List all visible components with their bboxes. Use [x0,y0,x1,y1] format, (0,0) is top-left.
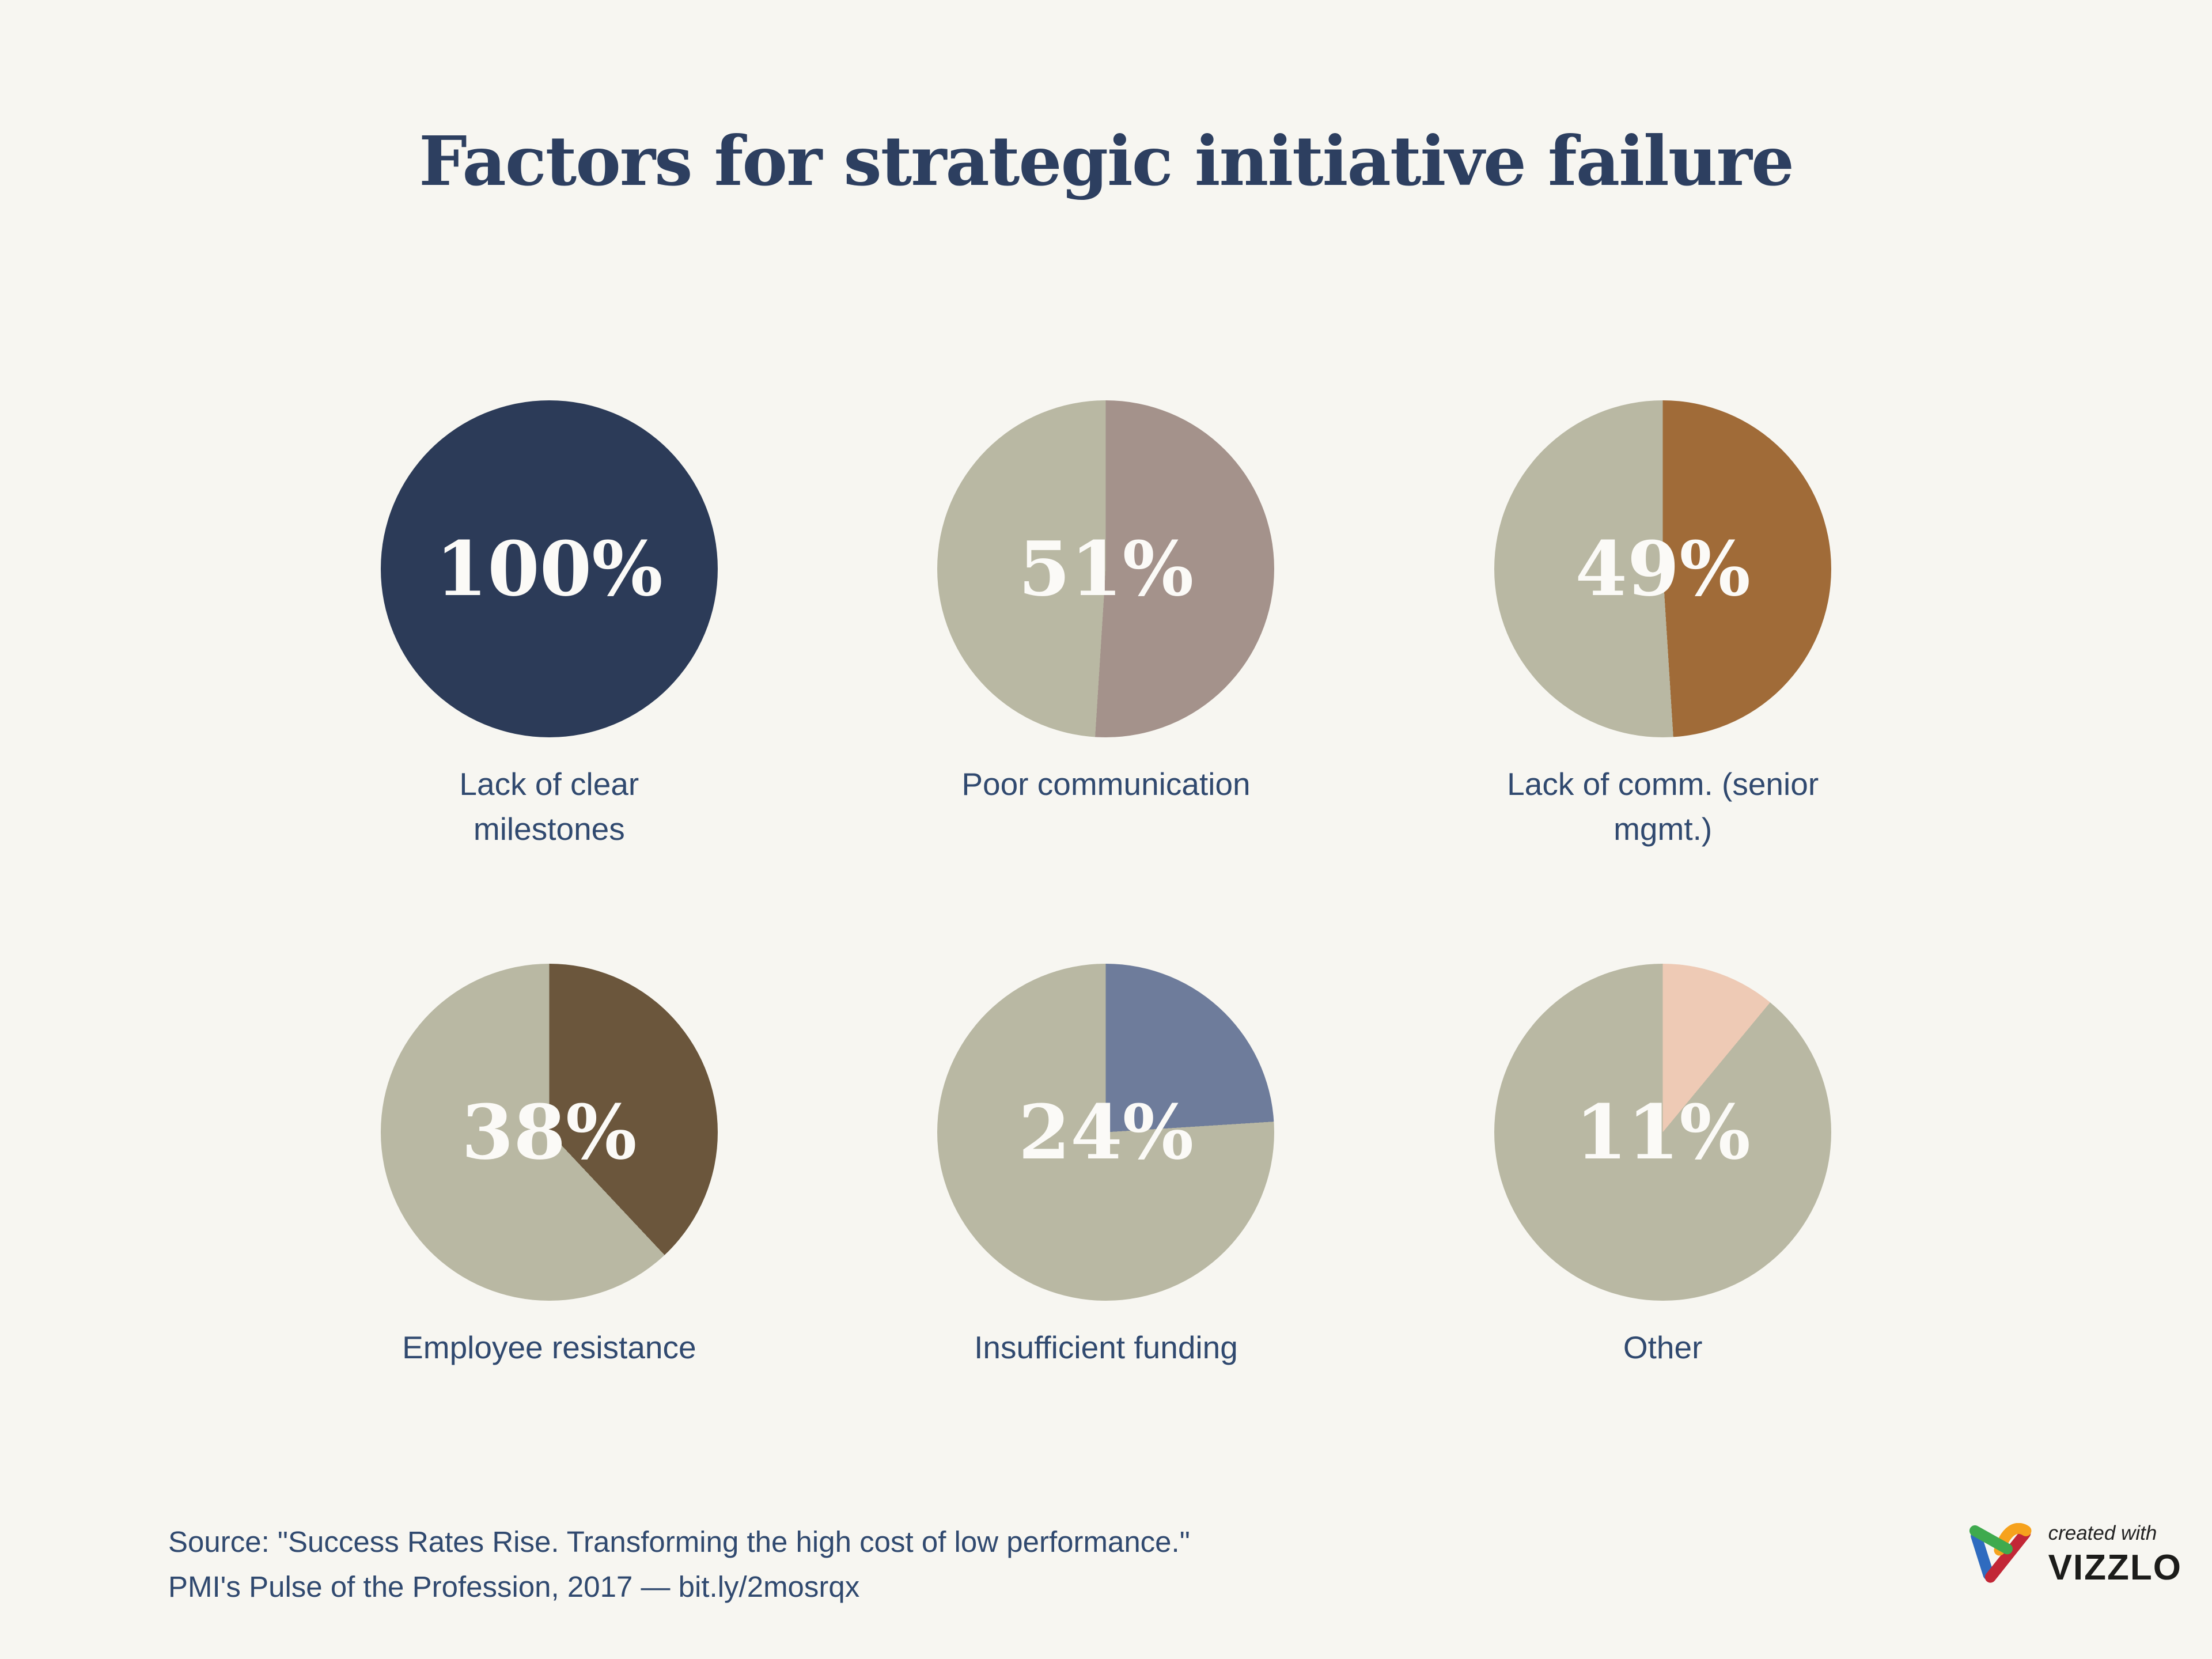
pie-chart: 24% [937,964,1275,1301]
pie-value-label: 11% [1575,1088,1751,1177]
pie-category-label: Other [1623,1330,1703,1366]
chart-title: Factors for strategic initiative failure [419,121,1794,201]
pie-chart: 49% [1494,400,1832,737]
pie-value-label: 51% [1018,525,1194,613]
vizzlo-branding: created with VIZZLO [1965,1522,2182,1588]
vizzlo-wordmark-block: created with VIZZLO [2048,1522,2182,1588]
source-note: Source: "Success Rates Rise. Transformin… [168,1520,1190,1609]
pie-cell: 51% Poor communication [937,400,1275,851]
pie-cell: 38% Employee resistance [380,964,718,1370]
pie-chart: 100% [380,400,718,737]
pie-category-label: Insufficient funding [974,1330,1238,1366]
pie-cell: 24% Insufficient funding [937,964,1275,1370]
vizzlo-logo-icon [1969,1522,2032,1583]
pie-category-label: Poor communication [961,766,1251,802]
source-line-1: Source: "Success Rates Rise. Transformin… [168,1525,1190,1558]
pie-value-label: 100% [435,525,663,613]
pie-cell: 11% Other [1494,964,1832,1370]
source-line-2: PMI's Pulse of the Profession, 2017 — bi… [168,1570,860,1603]
pie-grid: 100% Lack of clear milestones 51% Poor c… [271,400,1941,1370]
pie-cell: 100% Lack of clear milestones [380,400,718,851]
pie-value-label: 49% [1575,525,1751,613]
pie-chart: 51% [937,400,1275,737]
pie-chart: 11% [1494,964,1832,1301]
vizzlo-wordmark: VIZZLO [2048,1548,2182,1588]
pie-chart: 38% [380,964,718,1301]
pie-value-label: 38% [461,1088,637,1177]
pie-category-label: Lack of clear milestones [459,766,639,847]
pie-category-label: Lack of comm. (senior mgmt.) [1507,766,1819,847]
pie-cell: 49% Lack of comm. (senior mgmt.) [1494,400,1832,851]
pie-category-label: Employee resistance [402,1330,696,1366]
created-with-label: created with [2048,1522,2157,1544]
pie-value-label: 24% [1018,1088,1194,1177]
